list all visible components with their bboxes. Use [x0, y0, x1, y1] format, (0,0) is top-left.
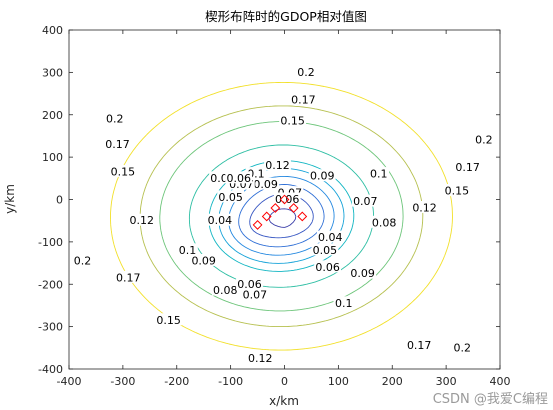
contour-label: 0.09	[253, 178, 278, 191]
contour-labels: 0.2 0.2 0.2 0.2 0.2 0.17 0.17 0.17 0.17 0.17 0.15 0…	[72, 65, 495, 365]
contour-label: 0.09	[191, 254, 216, 267]
x-tick-label: -400	[57, 375, 82, 388]
contour-label: 0.06	[315, 261, 340, 274]
x-tick-label: 200	[382, 375, 403, 388]
contour-label: 0.09	[310, 170, 335, 183]
contour-label: 0.04	[318, 231, 343, 244]
x-tick-label: 300	[436, 375, 457, 388]
contour-line-0.05	[268, 208, 297, 228]
station-marker	[297, 211, 308, 222]
chart-title: 楔形布阵时的GDOP相对值图	[205, 9, 367, 24]
y-tick-label: 0	[56, 194, 63, 207]
x-tick-label: 400	[490, 375, 511, 388]
y-tick-label: 200	[42, 109, 63, 122]
contour-label: 0.08	[213, 284, 238, 297]
contour-label: 0.2	[454, 341, 472, 354]
x-axis-label: x/km	[269, 394, 299, 408]
x-tick-label: 100	[328, 375, 349, 388]
y-tick-label: -400	[38, 363, 63, 376]
contour-label: 0.06	[275, 193, 300, 206]
contour-label: 0.04	[208, 214, 233, 227]
x-tick-label: -100	[218, 375, 243, 388]
y-tick-label: -100	[38, 236, 63, 249]
y-tick-label: 100	[42, 151, 63, 164]
contour-label: 0.12	[265, 159, 290, 172]
station-marker	[279, 194, 290, 205]
contour-label: 0.09	[350, 267, 375, 280]
contour-label: 0.15	[280, 115, 305, 128]
contour-label: 0.08	[372, 216, 397, 229]
contour-label: 0.2	[297, 66, 315, 79]
x-tick-label: 0	[281, 375, 288, 388]
station-marker	[261, 211, 272, 222]
y-tick-label: -200	[38, 278, 63, 291]
contour-label: 0.2	[74, 254, 92, 267]
contour-label: 0.12	[248, 352, 273, 365]
contour-label: 0.1	[370, 168, 388, 181]
contour-line-0.17	[139, 105, 424, 328]
contour-label: 0.17	[116, 271, 141, 284]
plot-area: 0.2 0.2 0.2 0.2 0.2 0.17 0.17 0.17 0.17 0.17 0.15 0…	[38, 24, 510, 388]
contour-label: 0.15	[445, 185, 470, 198]
contour-label: 0.1	[335, 297, 353, 310]
y-tick-label: 400	[42, 24, 63, 37]
contour-line-0.15	[159, 121, 404, 312]
contour-label: 0.17	[455, 161, 480, 174]
contour-label: 0.05	[218, 191, 243, 204]
contour-label: 0.12	[129, 214, 154, 227]
y-axis-ticks: -400 -300 -200 -100 0 100 200 300 400	[38, 24, 500, 376]
contour-label: 0.2	[106, 112, 124, 125]
station-marker	[252, 220, 263, 230]
station-markers	[252, 194, 308, 230]
contour-label: 0.2	[475, 134, 493, 147]
contour-label: 0.15	[156, 314, 181, 327]
watermark: CSDN @我爱C编程	[433, 392, 548, 407]
y-axis-label: y/km	[3, 184, 17, 214]
contour-label: 0.17	[291, 93, 316, 106]
contour-label: 0.17	[105, 138, 130, 151]
contour-label: 0.12	[412, 201, 437, 214]
contour-label: 0.05	[313, 244, 338, 257]
contour-label: 0.06	[237, 278, 262, 291]
station-marker	[288, 203, 299, 213]
x-axis-ticks: -400 -300 -200 -100 0 100 200 300 400	[57, 30, 511, 388]
contour-label: 0.07	[353, 195, 378, 208]
x-tick-label: -300	[110, 375, 135, 388]
contour-label: 0.07	[243, 288, 268, 301]
y-tick-label: -300	[38, 321, 63, 334]
x-tick-label: -200	[164, 375, 189, 388]
station-marker	[270, 203, 281, 213]
y-tick-label: 300	[42, 66, 63, 79]
contour-label: 0.1	[179, 244, 197, 257]
contour-label: 0.06	[226, 172, 251, 185]
contour-label: 0.17	[407, 339, 432, 352]
contour-label: 0.15	[111, 165, 136, 178]
